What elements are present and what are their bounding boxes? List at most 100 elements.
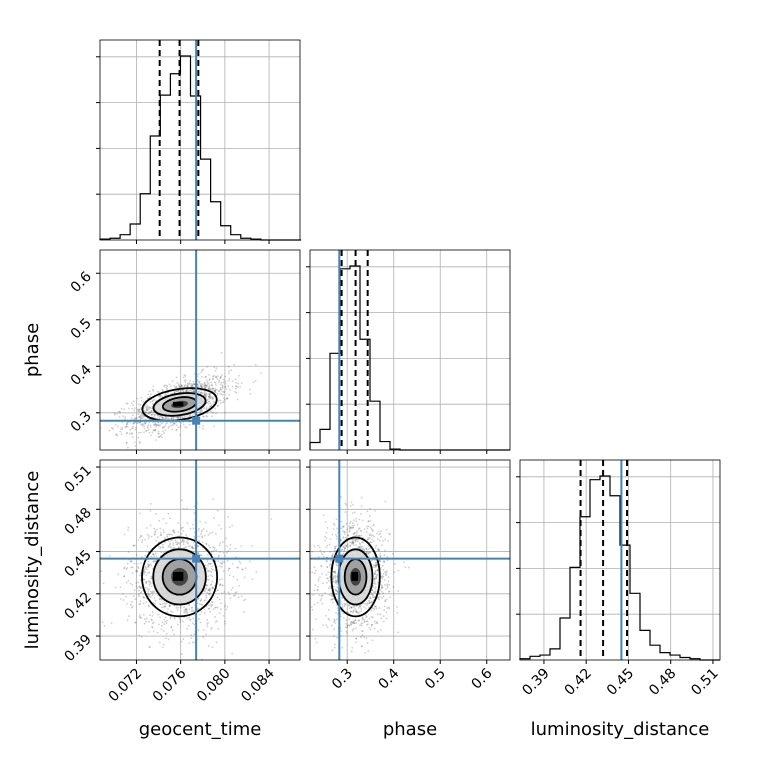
scatter-point <box>123 533 126 536</box>
scatter-point <box>153 423 156 426</box>
scatter-point <box>133 417 136 420</box>
scatter-point <box>383 579 386 581</box>
scatter-point <box>204 521 207 524</box>
scatter-point <box>378 559 381 562</box>
scatter-point <box>147 551 149 554</box>
scatter-point <box>380 530 383 533</box>
scatter-point <box>340 539 343 542</box>
x-tick-label: 0.072 <box>106 666 146 706</box>
scatter-point <box>199 621 202 624</box>
scatter-point <box>374 605 377 607</box>
scatter-point <box>211 568 214 571</box>
scatter-point <box>138 442 141 444</box>
scatter-point <box>360 629 363 632</box>
scatter-point <box>173 531 176 533</box>
scatter-point <box>148 411 151 413</box>
scatter-point <box>369 597 372 600</box>
scatter-point <box>219 386 222 389</box>
scatter-point <box>334 580 337 583</box>
scatter-point <box>349 544 352 547</box>
scatter-point <box>210 388 213 391</box>
scatter-point <box>148 421 151 424</box>
scatter-point <box>208 386 210 388</box>
scatter-point <box>370 600 373 603</box>
scatter-point <box>159 421 162 424</box>
scatter-point <box>343 533 346 536</box>
scatter-point <box>187 389 190 392</box>
scatter-point <box>144 566 147 569</box>
scatter-point <box>192 547 194 550</box>
scatter-point <box>188 604 191 607</box>
scatter-point <box>176 543 178 546</box>
scatter-point <box>408 566 410 569</box>
scatter-point <box>324 535 327 538</box>
scatter-point <box>229 543 232 546</box>
scatter-point <box>348 624 351 627</box>
scatter-point <box>310 606 313 608</box>
scatter-point <box>222 393 224 396</box>
scatter-point <box>134 444 137 447</box>
scatter-point <box>172 529 175 532</box>
scatter-point <box>183 385 186 388</box>
scatter-point <box>361 630 364 633</box>
scatter-point <box>121 428 123 431</box>
scatter-point <box>121 426 124 429</box>
scatter-point <box>191 546 194 549</box>
scatter-point <box>171 611 174 614</box>
scatter-point <box>210 404 213 407</box>
scatter-point <box>360 607 363 610</box>
scatter-point <box>355 609 358 612</box>
scatter-point <box>327 577 329 580</box>
scatter-point <box>164 429 167 432</box>
scatter-point <box>125 426 128 428</box>
scatter-point <box>166 535 168 538</box>
scatter-point <box>234 391 237 393</box>
scatter-point <box>227 372 230 375</box>
scatter-point <box>211 575 214 578</box>
scatter-point <box>163 384 166 387</box>
scatter-point <box>238 584 240 587</box>
scatter-point <box>353 511 356 514</box>
scatter-point <box>386 583 389 586</box>
scatter-point <box>119 598 122 600</box>
scatter-point <box>380 617 383 620</box>
scatter-point <box>208 394 211 397</box>
scatter-point <box>334 579 337 582</box>
scatter-point <box>193 547 196 550</box>
scatter-point <box>226 545 228 548</box>
scatter-point <box>114 423 117 426</box>
scatter-point <box>165 632 168 635</box>
scatter-point <box>100 570 103 573</box>
scatter-point <box>151 594 154 597</box>
scatter-point <box>362 547 365 550</box>
scatter-point <box>317 556 320 558</box>
scatter-point <box>164 620 167 623</box>
scatter-point <box>191 523 194 526</box>
scatter-point <box>151 614 154 617</box>
scatter-point <box>161 415 164 418</box>
scatter-point <box>365 637 368 640</box>
scatter-point <box>143 572 146 575</box>
scatter-point <box>171 538 174 541</box>
scatter-point <box>333 570 336 573</box>
x-tick-label: 0.4 <box>375 665 402 692</box>
scatter-point <box>160 433 163 436</box>
scatter-point <box>345 619 348 622</box>
scatter-point <box>375 564 377 567</box>
scatter-point <box>196 608 199 610</box>
scatter-point <box>158 433 160 435</box>
scatter-point <box>146 587 149 590</box>
scatter-point <box>383 554 386 556</box>
scatter-point <box>382 575 384 578</box>
scatter-point <box>165 637 167 640</box>
scatter-point <box>221 387 224 389</box>
scatter-point <box>142 596 145 599</box>
scatter-point <box>167 417 170 420</box>
scatter-point <box>209 546 211 549</box>
scatter-point <box>156 390 159 393</box>
scatter-point <box>379 560 382 562</box>
scatter-point <box>384 600 387 603</box>
scatter-point <box>219 551 221 553</box>
scatter-point <box>147 566 150 569</box>
x-tick-label: 0.084 <box>238 665 278 705</box>
